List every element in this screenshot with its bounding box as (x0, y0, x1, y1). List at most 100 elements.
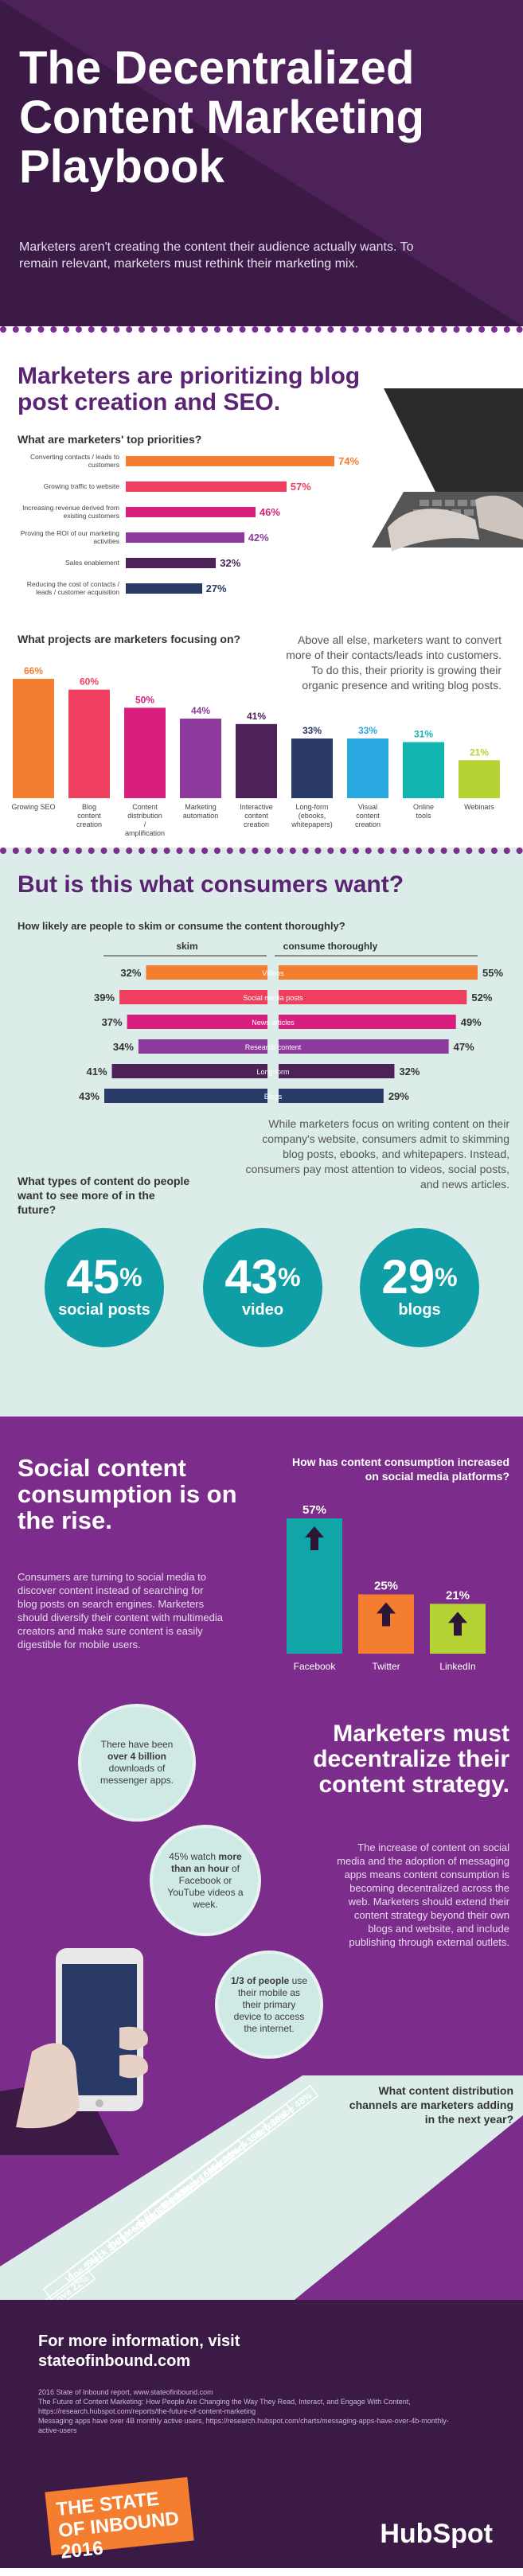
project-category-line: Growing SEO (11, 803, 55, 811)
social-question: How has content consumption increased on… (291, 1456, 509, 1483)
project-category-line: Content (132, 803, 158, 811)
thorough-bar (279, 1039, 449, 1054)
project-category-line: (ebooks, (299, 812, 326, 820)
skim-value: 34% (113, 1041, 134, 1053)
skim-bar (138, 1039, 267, 1054)
source-item: The Future of Content Marketing: How Peo… (38, 2398, 411, 2415)
fact-messenger-apps: There have been over 4 billion downloads… (78, 1704, 196, 1822)
priority-label: Converting contacts / leads to customers (30, 453, 119, 469)
content-type-label: News articles (252, 1019, 295, 1027)
page-title: The Decentralized Content Marketing Play… (19, 42, 425, 193)
channel-bar (0, 2267, 96, 2300)
priorities-note: Above all else, marketers want to conver… (286, 633, 502, 692)
project-category-line: amplification (125, 829, 165, 837)
bubble-video: 43% video (203, 1228, 322, 1347)
project-category-line: creation (355, 820, 381, 828)
social-section: Social content consumption is on the ris… (0, 1417, 523, 2300)
skim-value: 43% (79, 1090, 100, 1102)
project-category: Visual content creation (355, 803, 381, 828)
social-value: 21% (446, 1588, 470, 1602)
project-bar (291, 739, 333, 798)
project-category-line: distribution (127, 812, 162, 820)
skim-bar (146, 965, 267, 980)
bubble-suffix: % (435, 1263, 458, 1292)
header-section: The Decentralized Content Marketing Play… (0, 0, 523, 326)
project-value: 21% (470, 746, 489, 758)
footer-section: For more information, visit stateofinbou… (0, 2300, 523, 2568)
project-bar (124, 707, 166, 798)
project-category-line: Webinars (464, 803, 494, 811)
project-category-line: content (356, 812, 380, 820)
decentralize-heading: Marketers must decentralize their conten… (313, 1721, 509, 1798)
project-category-line: content (77, 812, 101, 820)
content-type-label: Social media posts (243, 994, 303, 1002)
social-value: 25% (374, 1579, 398, 1592)
bubble-social-posts: 45% social posts (45, 1228, 164, 1347)
priority-row: Increasing revenue derived from existing… (18, 503, 376, 520)
project-bar (236, 723, 277, 798)
fact-bold: 1/3 of people (230, 1974, 290, 1986)
priority-value: 57% (290, 481, 311, 493)
priority-bar (126, 532, 244, 543)
project-category-line: tools (416, 812, 431, 820)
social-category: Facebook (294, 1661, 337, 1672)
priority-value: 42% (248, 532, 269, 544)
priority-label: Proving the ROI of our marketing activit… (20, 529, 119, 545)
priority-label: Increasing revenue derived from existing… (22, 504, 119, 520)
bubble-value: 45 (66, 1250, 120, 1304)
skim-value: 32% (120, 967, 141, 979)
skim-value: 37% (102, 1016, 123, 1028)
thorough-value: 32% (399, 1066, 420, 1078)
priority-label: Growing traffic to website (43, 482, 119, 490)
channel-bar-group: None of the above 22% (0, 2267, 96, 2300)
project-bar (180, 719, 221, 798)
skim-bar (111, 1064, 267, 1078)
skim-value: 39% (94, 992, 115, 1004)
project-category-line: / (144, 820, 146, 828)
up-arrow-icon (448, 1611, 467, 1636)
priority-value: 74% (338, 455, 360, 467)
priority-row: Growing traffic to website 57% (18, 477, 376, 495)
decentralize-body: The increase of content on social media … (337, 1841, 509, 1948)
more-content-question: What types of content do people want to … (18, 1175, 190, 1216)
consumers-heading: But is this what consumers want? (18, 871, 404, 898)
project-value: 33% (358, 725, 377, 736)
more-info-text: For more information, visit stateofinbou… (38, 2332, 240, 2370)
priorities-heading: Marketers are prioritizing blog post cre… (18, 363, 361, 415)
project-category-line: content (244, 812, 268, 820)
priority-value: 27% (205, 583, 227, 594)
channels-chart: Youtube 48%Facebook video 39%Instagram 3… (0, 2084, 319, 2300)
project-value: 31% (414, 729, 433, 740)
project-bar (347, 739, 388, 798)
priority-bar (126, 507, 256, 517)
consumers-question: How likely are people to skim or consume… (18, 920, 345, 932)
bubble-label: video (241, 1301, 284, 1319)
project-value: 41% (247, 711, 266, 722)
hubspot-logo: HubSpot (380, 2519, 493, 2549)
priority-value: 32% (220, 557, 241, 569)
priority-row: Sales enablement 32% (18, 554, 376, 571)
fact-bold: more than an hour (170, 1850, 242, 1874)
fact-text: There have been (100, 1739, 174, 1750)
project-category: Interactive content creation (240, 803, 273, 828)
thorough-label: consume thoroughly (283, 941, 378, 952)
up-arrow-icon (377, 1602, 396, 1627)
project-category: Long-form (ebooks, whitepapers) (291, 803, 333, 828)
project-value: 33% (302, 725, 322, 736)
bubble-value: 43 (224, 1250, 279, 1304)
thorough-bar (279, 1089, 384, 1103)
skim-vs-thorough-chart: skim consume thoroughly 32% 55% Videos 39% 52%… (79, 941, 503, 1103)
state-of-inbound-logo: THE STATE OF INBOUND 2016 (45, 2477, 194, 2563)
fact-bold: over 4 billion (107, 1751, 166, 1762)
social-category: Twitter (372, 1661, 400, 1672)
content-type-label: Long-form (256, 1068, 289, 1076)
thorough-bar (279, 1015, 456, 1029)
skim-bar (104, 1089, 267, 1103)
project-category-line: Blog (82, 803, 96, 811)
project-category-line: creation (76, 820, 102, 828)
project-bar (13, 679, 54, 798)
skim-bar (127, 1015, 267, 1029)
bubble-value: 29 (381, 1250, 435, 1304)
project-category-line: Long-form (295, 803, 328, 811)
